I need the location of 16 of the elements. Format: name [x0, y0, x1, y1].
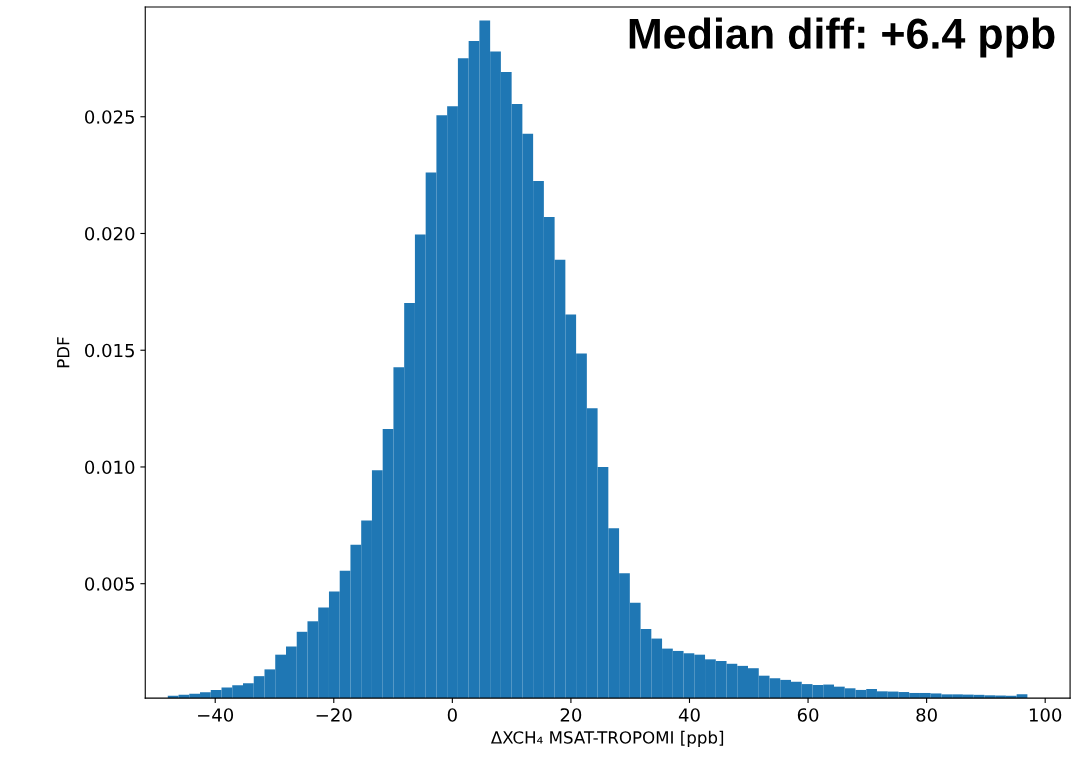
y-tick-label: 0.020	[85, 226, 135, 241]
y-tick-label: 0.005	[85, 577, 134, 591]
x-tick-label: −20	[316, 708, 352, 722]
x-tick-label: 0	[447, 708, 457, 722]
x-tick-label: 40	[678, 708, 700, 722]
y-tick-label: 0.010	[85, 460, 135, 475]
annotation: Median diff: +6.4 ppb	[629, 17, 1055, 58]
x-tick-label: 20	[560, 708, 582, 722]
y-tick-label: 0.025	[85, 110, 134, 124]
x-tick-label: −40	[198, 708, 234, 722]
x-tick-label: 100	[1029, 708, 1062, 722]
y-tick-label: 0.015	[85, 343, 134, 358]
y-axis-title: PDF	[57, 337, 70, 368]
x-tick-label: 60	[797, 708, 819, 722]
x-tick-label: 80	[916, 708, 937, 722]
x-axis-title: ΔXCH₄ MSAT-TROPOMI [ppb]	[490, 730, 724, 747]
